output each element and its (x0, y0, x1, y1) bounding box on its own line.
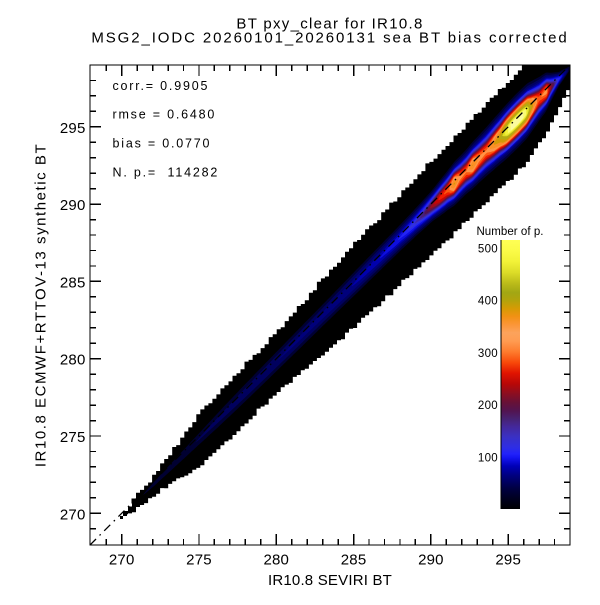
svg-text:300: 300 (478, 348, 498, 360)
svg-text:100: 100 (478, 452, 498, 464)
svg-text:290: 290 (60, 197, 86, 214)
svg-text:280: 280 (60, 352, 86, 369)
svg-text:270: 270 (109, 552, 135, 569)
svg-text:MSG2_IODC 20260101_20260131 se: MSG2_IODC 20260101_20260131 sea BT bias … (91, 30, 568, 47)
svg-text:285: 285 (60, 274, 86, 291)
svg-text:270: 270 (60, 506, 86, 523)
svg-text:500: 500 (478, 243, 498, 255)
svg-text:IR10.8 SEVIRI BT: IR10.8 SEVIRI BT (268, 572, 392, 589)
svg-text:275: 275 (60, 429, 86, 446)
svg-text:285: 285 (341, 552, 367, 569)
svg-text:rmse = 0.6480: rmse = 0.6480 (113, 108, 217, 122)
svg-text:295: 295 (495, 552, 521, 569)
svg-text:BT pxy_clear for IR10.8: BT pxy_clear for IR10.8 (236, 16, 423, 33)
svg-text:275: 275 (186, 552, 212, 569)
svg-text:N. p.= 114282: N. p.= 114282 (113, 166, 220, 180)
svg-text:Number of p.: Number of p. (476, 226, 543, 238)
svg-text:290: 290 (418, 552, 444, 569)
svg-text:IR10.8 ECMWF+RTTOV-13 syntheti: IR10.8 ECMWF+RTTOV-13 synthetic BT (33, 143, 50, 467)
svg-text:200: 200 (478, 400, 498, 412)
svg-text:280: 280 (263, 552, 289, 569)
svg-text:corr.= 0.9905: corr.= 0.9905 (113, 79, 210, 93)
svg-text:295: 295 (60, 120, 86, 137)
svg-text:bias = 0.0770: bias = 0.0770 (113, 137, 212, 151)
svg-text:400: 400 (478, 296, 498, 308)
